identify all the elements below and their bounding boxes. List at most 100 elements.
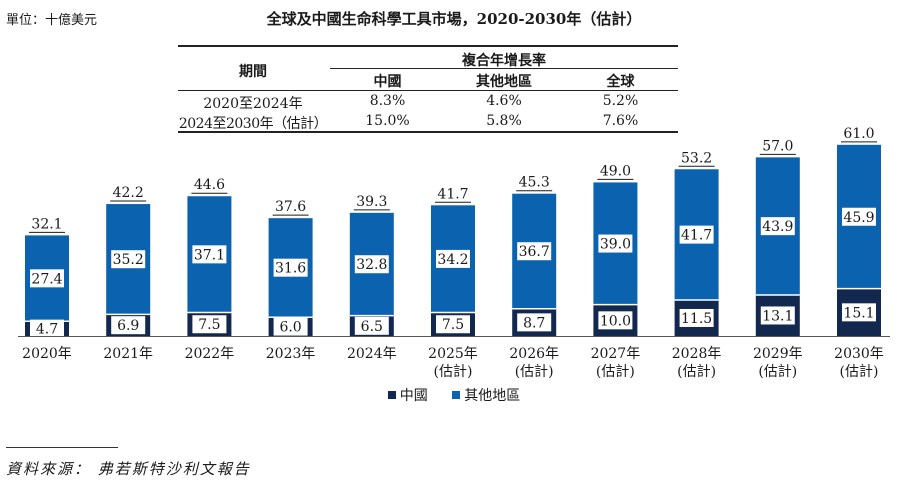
label-other-5-bg bbox=[436, 249, 470, 268]
cagr-header: 複合年增長率 bbox=[462, 53, 546, 69]
row1-period: 2020至2024年 bbox=[203, 96, 303, 112]
legend-swatch-other bbox=[452, 391, 461, 399]
label-other-9-bg bbox=[760, 217, 795, 236]
label-other-5: 34.2 bbox=[437, 252, 468, 268]
label-china-6: 8.7 bbox=[523, 315, 545, 331]
legend-item-china: 中國 bbox=[387, 385, 428, 405]
label-china-7: 10.0 bbox=[600, 313, 631, 329]
category-label-2: 2022年 bbox=[185, 346, 235, 362]
legend-label-other: 其他地區 bbox=[464, 388, 521, 404]
label-other-4-bg bbox=[354, 255, 389, 274]
label-china-3-bg bbox=[273, 317, 308, 336]
label-china-5: 7.5 bbox=[442, 317, 464, 333]
total-label-7: 49.0 bbox=[600, 163, 631, 179]
label-other-4: 32.8 bbox=[356, 257, 387, 273]
legend-swatch-china bbox=[387, 391, 396, 399]
table-top-rule bbox=[178, 45, 678, 47]
category-label-4: 2024年 bbox=[347, 346, 397, 362]
total-label-5: 41.7 bbox=[437, 186, 468, 202]
total-label-10: 61.0 bbox=[843, 126, 874, 142]
table-header-rule bbox=[178, 90, 678, 91]
category-sublabel-6: (估計) bbox=[515, 364, 554, 380]
total-label-8: 53.2 bbox=[681, 150, 712, 166]
category-label-5: 2025年 bbox=[428, 346, 478, 362]
row2-other: 5.8% bbox=[486, 113, 522, 129]
row2-period: 2024至2030年（估計） bbox=[178, 116, 328, 132]
label-other-9: 43.9 bbox=[762, 219, 793, 235]
table-bottom-rule bbox=[178, 131, 678, 133]
col-global-header: 全球 bbox=[606, 74, 635, 90]
label-china-1: 6.9 bbox=[117, 318, 139, 334]
label-other-7: 39.0 bbox=[600, 237, 631, 253]
row2-china: 15.0% bbox=[365, 113, 410, 129]
label-other-3-bg bbox=[273, 258, 308, 277]
category-sublabel-5: (估計) bbox=[434, 364, 473, 380]
source-rule bbox=[6, 447, 118, 448]
label-other-2: 37.1 bbox=[194, 247, 225, 263]
category-label-1: 2021年 bbox=[103, 346, 153, 362]
total-label-0: 32.1 bbox=[31, 216, 62, 232]
label-other-3: 31.6 bbox=[275, 261, 306, 277]
label-other-1-bg bbox=[111, 250, 146, 269]
category-label-0: 2020年 bbox=[22, 346, 72, 362]
row1-china: 8.3% bbox=[369, 93, 406, 109]
label-other-8: 41.7 bbox=[681, 228, 712, 244]
col-other-header: 其他地區 bbox=[476, 74, 532, 90]
label-china-0: 4.7 bbox=[36, 322, 58, 338]
unit-label: 單位：十億美元 bbox=[6, 13, 98, 28]
label-china-5-bg bbox=[436, 315, 470, 334]
label-china-9: 13.1 bbox=[762, 308, 793, 324]
label-china-4: 6.5 bbox=[361, 319, 383, 335]
category-sublabel-8: (估計) bbox=[677, 364, 716, 380]
label-china-10: 15.1 bbox=[843, 305, 874, 321]
label-other-6-bg bbox=[517, 242, 552, 261]
category-label-6: 2026年 bbox=[509, 346, 559, 362]
legend: 中國 其他地區 bbox=[0, 385, 908, 405]
label-china-2: 7.5 bbox=[198, 317, 220, 333]
total-label-6: 45.3 bbox=[519, 175, 550, 191]
label-other-2-bg bbox=[192, 245, 227, 264]
label-other-10-bg bbox=[842, 207, 876, 226]
label-other-8-bg bbox=[679, 225, 714, 244]
total-label-4: 39.3 bbox=[356, 194, 387, 210]
label-china-6-bg bbox=[517, 313, 552, 332]
label-other-6: 36.7 bbox=[519, 244, 550, 260]
row2-global: 7.6% bbox=[602, 113, 639, 129]
label-china-7-bg bbox=[598, 311, 633, 330]
total-label-2: 44.6 bbox=[194, 177, 225, 193]
label-other-0-bg bbox=[30, 269, 64, 288]
category-sublabel-7: (估計) bbox=[596, 364, 635, 380]
label-other-0: 27.4 bbox=[31, 271, 62, 287]
category-label-10: 2030年 bbox=[834, 346, 884, 362]
label-china-8-bg bbox=[679, 308, 714, 327]
category-label-8: 2028年 bbox=[672, 346, 722, 362]
total-label-9: 57.0 bbox=[762, 138, 793, 154]
label-other-1: 35.2 bbox=[113, 252, 144, 268]
row1-other: 4.6% bbox=[486, 93, 522, 109]
label-china-3: 6.0 bbox=[279, 320, 301, 336]
cagr-header-rule bbox=[330, 68, 678, 69]
label-other-10: 45.9 bbox=[843, 210, 874, 226]
category-label-7: 2027年 bbox=[591, 346, 641, 362]
legend-label-china: 中國 bbox=[399, 388, 428, 404]
label-china-2-bg bbox=[192, 315, 227, 334]
total-label-1: 42.2 bbox=[113, 185, 144, 201]
source-note: 資料來源： 弗若斯特沙利文報告 bbox=[6, 460, 251, 478]
row1-global: 5.2% bbox=[602, 93, 639, 109]
period-header: 期間 bbox=[239, 64, 267, 80]
col-china-header: 中國 bbox=[373, 74, 402, 90]
label-china-0-bg bbox=[30, 319, 64, 338]
category-sublabel-9: (估計) bbox=[758, 364, 797, 380]
category-sublabel-10: (估計) bbox=[840, 364, 879, 380]
category-label-9: 2029年 bbox=[753, 346, 803, 362]
label-china-1-bg bbox=[111, 316, 146, 335]
label-china-9-bg bbox=[760, 306, 795, 325]
total-label-3: 37.6 bbox=[275, 199, 306, 215]
label-china-4-bg bbox=[354, 316, 389, 335]
legend-item-other: 其他地區 bbox=[452, 385, 520, 405]
category-label-3: 2023年 bbox=[266, 346, 316, 362]
label-china-8: 11.5 bbox=[681, 311, 712, 327]
label-other-7-bg bbox=[598, 234, 633, 253]
label-china-10-bg bbox=[842, 303, 876, 322]
